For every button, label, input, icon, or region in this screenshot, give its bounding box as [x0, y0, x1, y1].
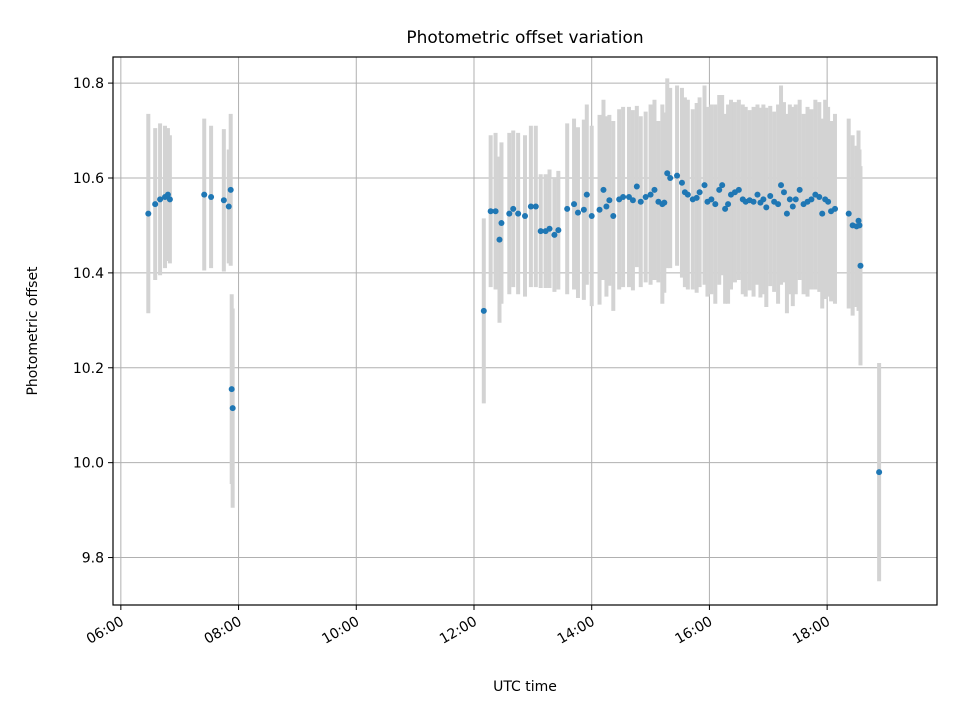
data-point	[551, 231, 558, 238]
data-point	[229, 405, 236, 412]
y-axis-label: Photometric offset	[25, 266, 41, 396]
data-point	[637, 198, 644, 205]
data-point	[693, 194, 700, 201]
y-tick-label: 10.0	[73, 456, 104, 472]
data-points	[145, 170, 883, 476]
data-point	[760, 196, 767, 203]
data-point	[480, 307, 487, 314]
data-point	[227, 186, 234, 193]
data-point	[708, 196, 715, 203]
data-point	[647, 191, 654, 198]
chart-title: Photometric offset variation	[406, 28, 643, 48]
y-tick-label: 10.2	[73, 361, 104, 377]
plot-frame	[112, 56, 938, 606]
data-point	[664, 170, 671, 177]
data-point	[696, 189, 703, 196]
data-point	[537, 228, 544, 235]
data-point	[629, 197, 636, 204]
data-point	[763, 204, 770, 211]
data-point	[580, 206, 587, 213]
data-point	[857, 262, 864, 269]
data-point	[596, 206, 603, 213]
data-point	[819, 210, 826, 217]
data-point	[775, 201, 782, 208]
data-point	[684, 191, 691, 198]
data-point	[515, 210, 522, 217]
y-tick-label: 10.4	[73, 266, 104, 282]
data-point	[642, 193, 649, 200]
data-point	[778, 182, 785, 189]
data-point	[610, 212, 617, 219]
data-point	[145, 210, 152, 217]
y-tick-label: 9.8	[82, 551, 104, 567]
data-point	[527, 203, 534, 210]
data-point	[845, 210, 852, 217]
data-point	[510, 205, 517, 212]
data-point	[157, 196, 164, 203]
data-point	[225, 203, 232, 210]
data-point	[603, 203, 610, 210]
data-point	[546, 225, 553, 232]
y-tick-label: 10.8	[73, 76, 104, 92]
data-point	[661, 199, 668, 206]
data-point	[712, 201, 719, 208]
data-point	[719, 182, 726, 189]
data-point	[506, 210, 513, 217]
data-point	[750, 198, 757, 205]
data-point	[606, 197, 613, 204]
data-point	[220, 197, 227, 204]
data-point	[571, 201, 578, 208]
data-point	[876, 469, 883, 476]
data-point	[816, 193, 823, 200]
data-point	[492, 208, 499, 215]
data-point	[583, 191, 590, 198]
data-point	[678, 179, 685, 186]
data-point	[808, 196, 815, 203]
data-point	[522, 212, 528, 219]
data-point	[555, 227, 562, 234]
data-point	[667, 174, 674, 181]
data-point	[674, 172, 681, 179]
data-point	[735, 186, 742, 193]
data-point	[228, 386, 235, 393]
data-point	[716, 186, 723, 193]
data-point	[487, 208, 494, 215]
data-point	[725, 201, 732, 208]
data-point	[722, 205, 729, 212]
data-point	[856, 222, 863, 229]
data-point	[855, 217, 862, 224]
data-point	[780, 189, 787, 196]
data-point	[498, 220, 505, 227]
data-point	[620, 193, 627, 200]
data-point	[496, 236, 503, 243]
data-point	[208, 193, 215, 200]
data-point	[825, 198, 832, 205]
data-point	[201, 191, 208, 198]
data-point	[754, 191, 761, 198]
data-point	[564, 205, 571, 212]
data-point	[166, 196, 173, 203]
data-point	[792, 196, 799, 203]
data-point	[152, 201, 159, 208]
data-point	[532, 203, 539, 210]
data-point	[633, 183, 640, 190]
data-point	[574, 209, 581, 216]
x-axis-label: UTC time	[493, 679, 557, 695]
data-point	[164, 191, 171, 198]
data-point	[651, 186, 658, 193]
data-point	[600, 186, 607, 193]
data-point	[786, 196, 793, 203]
y-tick-label: 10.6	[73, 171, 104, 187]
data-point	[796, 186, 803, 193]
data-point	[789, 203, 796, 210]
data-point	[767, 193, 774, 200]
data-point	[701, 182, 708, 189]
data-point	[588, 212, 595, 219]
data-point	[783, 210, 790, 217]
data-point	[831, 205, 838, 212]
data-point	[625, 193, 632, 200]
